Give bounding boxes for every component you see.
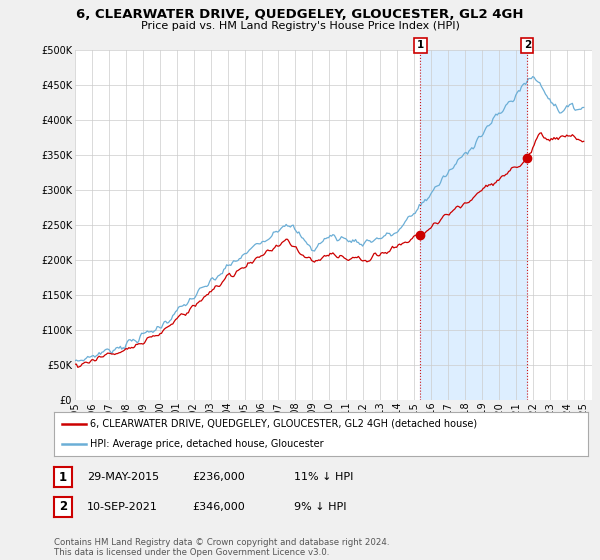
Text: Price paid vs. HM Land Registry's House Price Index (HPI): Price paid vs. HM Land Registry's House …	[140, 21, 460, 31]
Text: 2: 2	[59, 500, 67, 514]
Text: HPI: Average price, detached house, Gloucester: HPI: Average price, detached house, Glou…	[91, 439, 324, 449]
Text: £346,000: £346,000	[192, 502, 245, 512]
Text: 1: 1	[417, 40, 424, 50]
Text: 6, CLEARWATER DRIVE, QUEDGELEY, GLOUCESTER, GL2 4GH: 6, CLEARWATER DRIVE, QUEDGELEY, GLOUCEST…	[76, 8, 524, 21]
Text: 10-SEP-2021: 10-SEP-2021	[87, 502, 158, 512]
Text: 9% ↓ HPI: 9% ↓ HPI	[294, 502, 347, 512]
Text: 29-MAY-2015: 29-MAY-2015	[87, 472, 159, 482]
Text: 11% ↓ HPI: 11% ↓ HPI	[294, 472, 353, 482]
Text: £236,000: £236,000	[192, 472, 245, 482]
Text: 2: 2	[524, 40, 531, 50]
Bar	[421, 50, 527, 400]
Text: 1: 1	[59, 470, 67, 484]
Text: 6, CLEARWATER DRIVE, QUEDGELEY, GLOUCESTER, GL2 4GH (detached house): 6, CLEARWATER DRIVE, QUEDGELEY, GLOUCEST…	[91, 419, 478, 429]
Text: Contains HM Land Registry data © Crown copyright and database right 2024.
This d: Contains HM Land Registry data © Crown c…	[54, 538, 389, 557]
